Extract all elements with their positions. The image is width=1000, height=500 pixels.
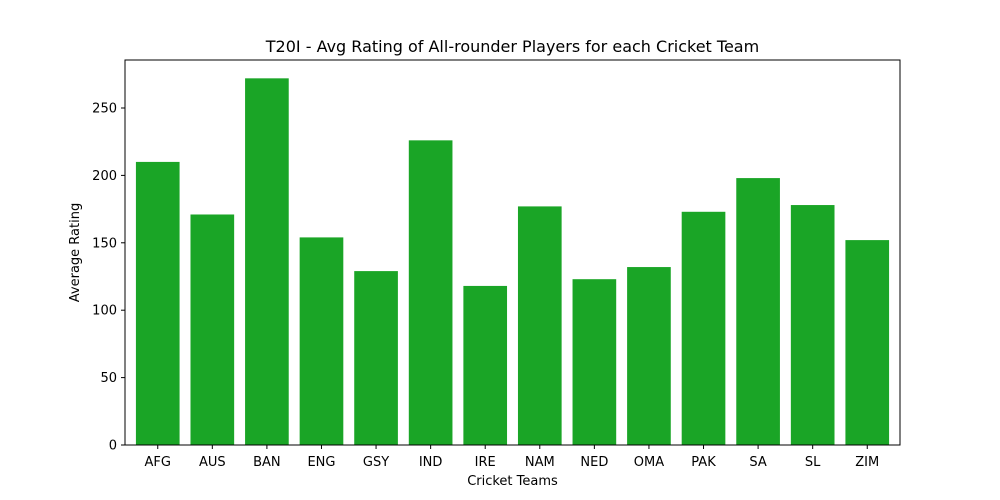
y-tick-label: 200 [92, 169, 117, 184]
bar-aus [190, 214, 235, 445]
bar-gsy [354, 271, 398, 445]
x-tick-label: IRE [475, 455, 496, 470]
y-tick-label: 100 [92, 304, 117, 319]
bars-group [135, 78, 890, 445]
x-tick-label: AUS [199, 455, 226, 470]
y-axis: 0 50 100 150 200 250 [92, 101, 125, 454]
x-tick-label: AFG [145, 455, 171, 470]
plot-frame [124, 59, 901, 446]
y-tick-label: 50 [100, 371, 117, 386]
bar-ned [572, 279, 617, 445]
x-tick-label: GSY [363, 455, 389, 470]
bar-oma [627, 267, 671, 445]
y-tick-label: 0 [109, 439, 117, 454]
bar-ire [463, 285, 508, 445]
bar-ind [408, 140, 453, 445]
x-axis: AFG AUS BAN ENG GSY IND IRE NAM NED OMA PAK SA SL ZIM [145, 445, 879, 470]
y-axis-title: Average Rating [68, 203, 83, 302]
x-tick-label: IND [419, 455, 443, 470]
x-tick-label: ZIM [855, 455, 879, 470]
x-tick-label: SA [749, 455, 766, 470]
bar-sa [736, 178, 780, 445]
x-tick-label: NED [580, 455, 608, 470]
x-axis-title: Cricket Teams [467, 474, 558, 489]
x-tick-label: ENG [307, 455, 335, 470]
bar-nam [517, 206, 562, 445]
x-tick-label: SL [805, 455, 821, 470]
chart-title: T20I - Avg Rating of All-rounder Players… [265, 37, 759, 56]
bar-eng [299, 237, 344, 445]
y-tick-label: 150 [92, 236, 117, 251]
bar-sl [790, 205, 835, 445]
bar-pak [681, 211, 726, 445]
x-tick-label: NAM [525, 455, 555, 470]
x-tick-label: OMA [634, 455, 664, 470]
y-tick-label: 250 [92, 101, 117, 116]
x-tick-label: PAK [691, 455, 716, 470]
bar-ban [245, 78, 289, 445]
x-tick-label: BAN [253, 455, 281, 470]
bar-afg [135, 161, 180, 445]
bar-zim [845, 240, 890, 445]
